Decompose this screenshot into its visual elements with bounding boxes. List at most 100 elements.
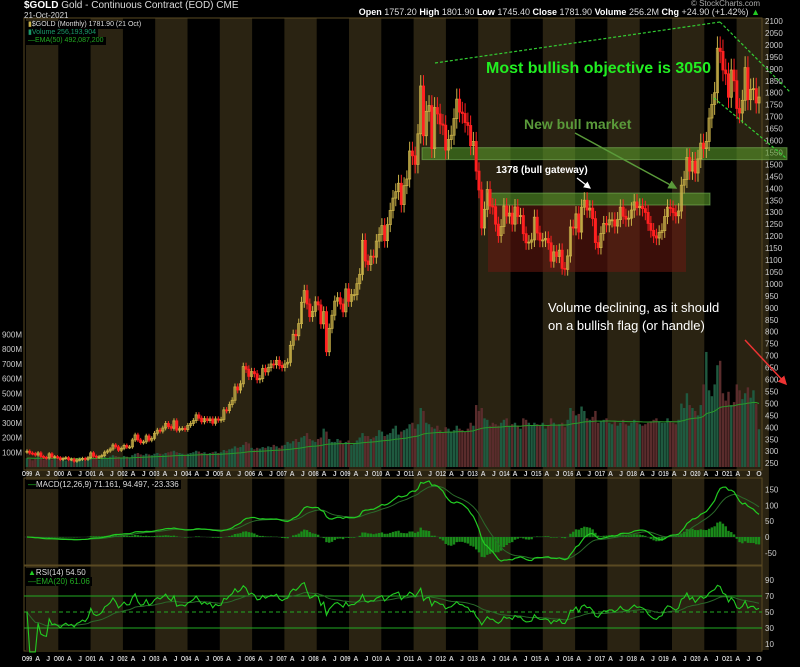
annotation-volume-1: Volume declining, as it should [548,300,720,315]
candle-up [97,456,101,459]
x-tick-label: O00 [54,656,65,663]
macd-histogram-bar [474,537,478,550]
volume-bar [516,425,519,467]
volume-bar [580,406,583,467]
candle-up [86,457,90,460]
x-tick-label: J [555,656,559,663]
volume-bar [394,425,397,467]
volume-bar [596,422,600,467]
macd-histogram-bar [505,537,508,546]
candle-down [125,445,129,448]
candle-up [502,205,506,227]
volume-bar [547,425,550,467]
volume-bar [438,430,442,467]
volume-bar [208,452,212,467]
macd-histogram-bar [441,537,445,541]
trendline-upper [434,21,721,64]
x-tick-label: O02 [117,471,128,478]
candle-up [740,99,744,114]
candle-up [513,206,517,225]
macd-histogram-bar [330,537,334,542]
candle-up [333,300,337,316]
volume-bar [100,457,104,467]
volume-bar [328,438,331,467]
volume-bar [391,428,395,467]
volume-bar [430,427,434,467]
candle-down [724,69,728,75]
candle-up [352,294,356,297]
volume-bar [172,450,176,467]
volume-bar [103,456,106,467]
volume-bar [552,422,556,467]
candle-down [211,418,215,424]
x-tick-label: O07 [276,656,287,663]
price-tick-label: 550 [765,387,779,396]
candle-down [44,457,48,459]
candle-up [191,420,195,424]
year-band [284,18,317,650]
volume-bar [513,422,517,467]
x-tick-label: A [576,471,581,478]
volume-bar [419,408,422,467]
rsi-line [26,581,760,653]
macd-histogram-bar [721,523,725,537]
macd-histogram-bar [397,530,400,537]
candle-up [557,249,561,257]
macd-histogram-bar [391,531,395,537]
volume-bar [347,440,350,467]
macd-histogram-bar [519,537,522,538]
volume-bar [111,455,115,467]
candle-down [136,434,140,441]
volume-bar [25,458,29,467]
volume-bar [255,447,259,467]
volume-bar [716,365,719,467]
x-tick-label: O10 [372,471,383,478]
candle-down [654,235,658,239]
volume-bar [466,428,470,467]
macd-histogram-bar [214,537,217,538]
macd-histogram-bar [183,537,187,538]
volume-bar [31,460,34,467]
x-tick-label: O17 [595,471,606,478]
x-tick-label: O08 [308,656,319,663]
volume-bar [702,384,705,467]
candle-up [677,210,681,217]
macd-histogram-bar [386,533,389,537]
macd-histogram-bar [328,537,331,543]
volume-bar [621,419,625,467]
candle-up [471,141,475,147]
candle-down [735,80,739,109]
volume-bar [458,428,461,467]
candle-up [574,213,578,229]
candle-up [405,178,409,187]
macd-histogram-bar [219,537,223,538]
x-tick-label: O06 [245,471,256,478]
price-tick-label: 1300 [765,208,783,217]
candle-down [702,142,706,150]
macd-histogram-bar [95,536,98,537]
legend-ema: —EMA(50) 492,087,200 [26,37,106,45]
candle-down [430,105,434,150]
volume-bar [508,425,511,467]
candle-up [161,427,165,432]
candle-down [205,418,209,422]
x-tick-label: J [142,656,146,663]
macd-histogram-bar [682,531,686,537]
volume-bar [239,447,242,467]
volume-bar [147,454,151,467]
candle-down [605,223,609,226]
x-tick-label: A [481,471,486,478]
legend-price-text: $GOLD (Monthly) 1781.90 (21 Oct) [31,21,142,28]
x-tick-label: J [746,656,750,663]
macd-histogram-bar [488,537,492,554]
rsi-panel [23,565,763,652]
macd-histogram-bar [746,537,750,543]
volume-bar [657,421,661,467]
up-arrow-icon: ▲ [751,7,760,17]
volume-bar [635,422,639,467]
x-tick-label: A [258,656,263,663]
candle-up [377,234,381,242]
candle-up [610,219,614,222]
volume-bar [591,416,594,467]
candle-down [721,50,725,71]
